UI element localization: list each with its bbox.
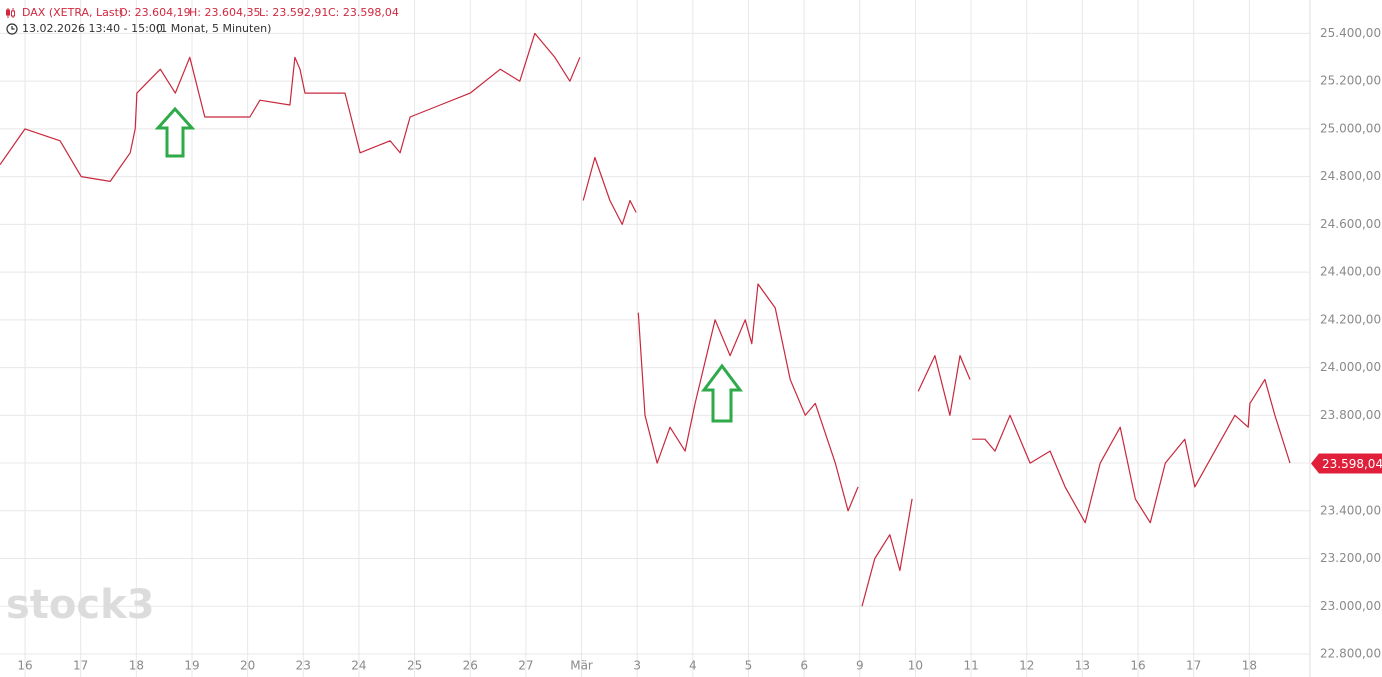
last-price-label: 23.598,04 [1322,457,1382,471]
price-tag-group: 23.598,04 [1311,453,1382,474]
x-tick-label: 11 [963,659,978,673]
y-tick-label: 24.600,00 [1320,217,1381,231]
arrow-annotation [154,106,196,158]
header-period: (1 Monat, 5 Minuten) [156,22,271,35]
y-tick-label: 22.800,00 [1320,647,1381,661]
y-tick-label: 24.400,00 [1320,265,1381,279]
x-tick-label: 18 [1242,659,1257,673]
x-tick-label: 19 [184,659,199,673]
x-tick-label: 20 [240,659,255,673]
y-tick-label: 23.200,00 [1320,551,1381,565]
x-tick-label: Mär [570,659,593,673]
y-tick-label: 23.000,00 [1320,599,1381,613]
y-tick-label: 24.200,00 [1320,312,1381,326]
x-tick-label: 24 [351,659,366,673]
x-tick-label: 27 [518,659,533,673]
price-line [0,32,1291,607]
header-ohlc: C: 23.598,04 [328,6,399,19]
y-tick-label: 25.000,00 [1320,121,1381,135]
x-tick-label: 10 [908,659,923,673]
y-tick-label: 25.400,00 [1320,26,1381,40]
clock-icon [6,23,18,35]
watermark: stock3 [6,582,155,628]
x-tick-label: 12 [1019,659,1034,673]
y-tick-label: 23.800,00 [1320,408,1381,422]
y-tick-label: 25.200,00 [1320,74,1381,88]
candle-icon [6,8,15,18]
y-tick-label: 24.000,00 [1320,360,1381,374]
x-tick-label: 23 [296,659,311,673]
arrow-annotation [701,363,743,423]
x-tick-label: 16 [1130,659,1145,673]
x-tick-label: 25 [407,659,422,673]
header-date: 13.02.2026 13:40 - 15:00 [22,22,163,35]
x-tick-label: 6 [800,659,808,673]
x-tick-label: 26 [463,659,478,673]
x-tick-label: 5 [745,659,753,673]
x-tick-label: 9 [856,659,864,673]
x-tick-label: 3 [633,659,641,673]
header-title: DAX (XETRA, Last) [22,6,123,19]
x-tick-label: 17 [73,659,88,673]
y-tick-label: 23.400,00 [1320,503,1381,517]
x-tick-label: 18 [129,659,144,673]
header-ohlc: L: 23.592,91 [259,6,328,19]
x-tick-label: 16 [17,659,32,673]
y-tick-label: 24.800,00 [1320,169,1381,183]
plot [0,32,1291,607]
x-tick-label: 4 [689,659,697,673]
x-tick-label: 13 [1075,659,1090,673]
last-price-tag [1311,453,1382,474]
header-ohlc: O: 23.604,19 [119,6,191,19]
x-tick-label: 17 [1186,659,1201,673]
header-ohlc: H: 23.604,35 [189,6,260,19]
